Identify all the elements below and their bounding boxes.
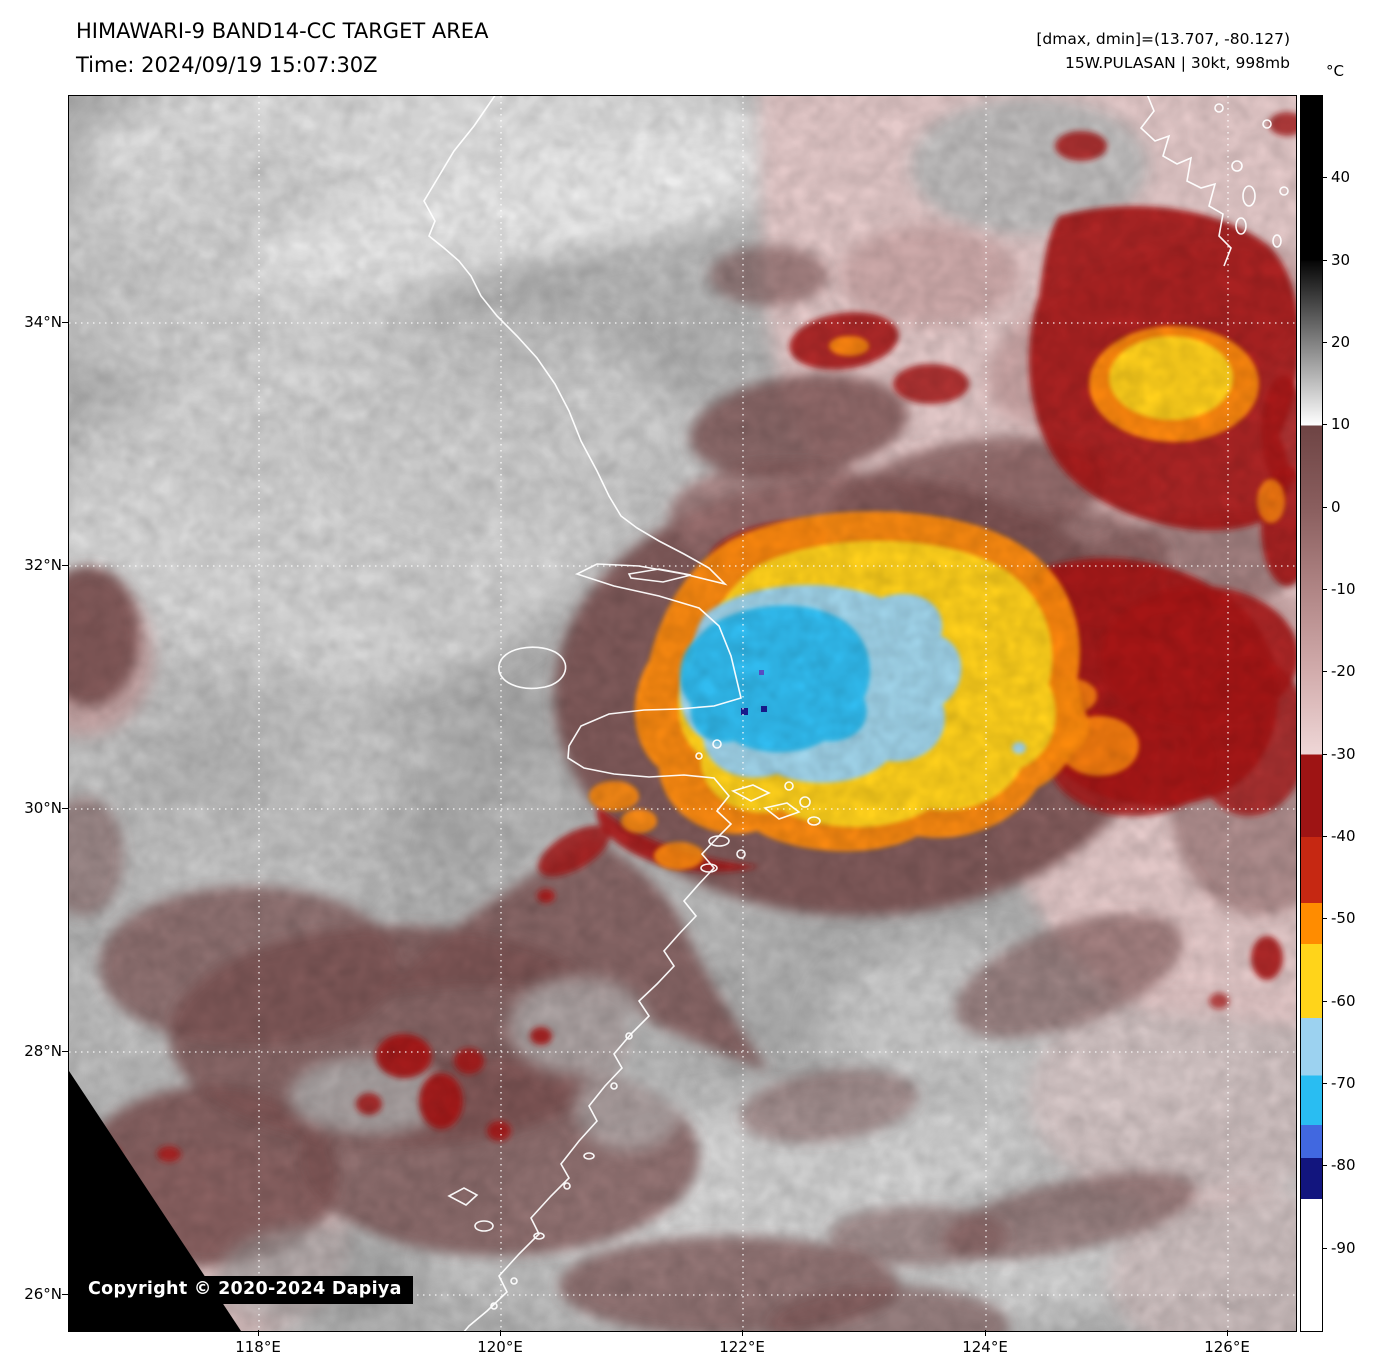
- colorbar-tick-label: -20: [1331, 662, 1356, 681]
- lon-tick-mark: [985, 1330, 986, 1336]
- colorbar-tick-mark: [1322, 177, 1327, 179]
- island: [1231, 160, 1243, 172]
- island: [712, 739, 722, 749]
- storm-info-text: 15W.PULASAN | 30kt, 998mb: [1064, 54, 1290, 73]
- lat-tick-mark: [62, 1294, 68, 1295]
- island: [807, 816, 821, 826]
- colorbar-tick-mark: [1322, 1083, 1327, 1084]
- colorbar-tick-mark: [1322, 589, 1327, 590]
- lat-label: 34°N: [24, 313, 62, 331]
- satellite-image: [69, 96, 1296, 1331]
- lat-tick-mark: [62, 565, 68, 566]
- islet: [510, 1277, 518, 1285]
- colorbar-tick-label: -80: [1331, 1156, 1356, 1175]
- colorbar-unit: °C: [1326, 62, 1344, 80]
- colorbar-tick-mark: [1322, 342, 1327, 343]
- island: [784, 781, 794, 791]
- zhoushan-island: [763, 802, 801, 820]
- colorbar-tick-mark: [1322, 259, 1327, 261]
- islet: [533, 1232, 545, 1240]
- island: [736, 849, 746, 859]
- colorbar-tick-label: 20: [1331, 333, 1351, 351]
- colorbar-tick-label: -10: [1331, 580, 1356, 598]
- islet: [563, 1182, 571, 1190]
- island: [1242, 185, 1256, 207]
- no-data-wedge: [69, 1071, 241, 1331]
- colorbar-tick-label: 30: [1331, 250, 1351, 269]
- island: [1214, 103, 1224, 113]
- lon-label: 118°E: [235, 1338, 281, 1356]
- island: [1262, 119, 1272, 129]
- lon-label: 126°E: [1204, 1338, 1250, 1356]
- islet: [490, 1302, 498, 1310]
- coastline-layer: [423, 96, 1289, 1331]
- island: [1235, 217, 1247, 235]
- colorbar-tick-mark: [1322, 918, 1327, 920]
- islet: [610, 1082, 618, 1090]
- title-line-1: HIMAWARI-9 BAND14-CC TARGET AREA: [76, 19, 489, 43]
- island: [708, 835, 730, 847]
- taihu-lake: [498, 646, 567, 690]
- islet: [447, 1187, 479, 1206]
- figure-info: [dmax, dmin]=(13.707, -80.127) 15W.PULASA…: [1036, 27, 1290, 75]
- lat-tick-mark: [62, 1051, 68, 1052]
- colorbar-tick-mark: [1322, 424, 1327, 426]
- lon-tick-mark: [1227, 1330, 1228, 1336]
- islet: [625, 1032, 633, 1040]
- pixel-grain: [69, 96, 1296, 1331]
- colorbar-tick-mark: [1322, 1247, 1327, 1249]
- colorbar-tick-label: -90: [1331, 1238, 1356, 1257]
- colorbar-tick-mark: [1322, 1165, 1327, 1167]
- chongming-island: [627, 568, 692, 583]
- kyushu-coastline: [1139, 96, 1232, 267]
- colorbar-tick-label: 0: [1331, 497, 1341, 516]
- colorbar-tick-mark: [1322, 1000, 1327, 1002]
- lon-tick-mark: [500, 1330, 501, 1336]
- colorbar-tick-mark: [1322, 506, 1327, 508]
- colorbar-gradient: [1300, 95, 1323, 1332]
- lon-label: 124°E: [962, 1338, 1008, 1356]
- colorbar-tick-label: -50: [1331, 909, 1356, 928]
- islet: [583, 1152, 595, 1160]
- lat-label: 30°N: [24, 799, 62, 817]
- lon-label: 122°E: [719, 1338, 765, 1356]
- colorbar-tick-label: -40: [1331, 827, 1356, 845]
- colorbar-tick-label: 10: [1331, 415, 1351, 434]
- title-line-2: Time: 2024/09/19 15:07:30Z: [76, 53, 378, 78]
- island: [799, 796, 811, 808]
- island: [700, 863, 718, 873]
- colorbar-tick-label: -70: [1331, 1074, 1356, 1092]
- lon-tick-mark: [742, 1330, 743, 1336]
- colorbar-tick-label: -30: [1331, 744, 1356, 763]
- dmax-dmin-text: [dmax, dmin]=(13.707, -80.127): [1036, 30, 1290, 48]
- colorbar-tick-label: -60: [1331, 991, 1356, 1010]
- island: [1279, 186, 1289, 196]
- zhoushan-island: [730, 784, 771, 802]
- lon-label: 120°E: [477, 1338, 523, 1356]
- lon-tick-mark: [258, 1330, 259, 1336]
- lat-label: 28°N: [24, 1042, 62, 1060]
- lat-label: 26°N: [24, 1285, 62, 1303]
- china-coastline: [423, 96, 742, 1331]
- copyright-badge: Copyright © 2020-2024 Dapiya: [77, 1276, 413, 1304]
- island: [1272, 234, 1282, 248]
- colorbar-tick-mark: [1322, 671, 1327, 673]
- colorbar-tick-mark: [1322, 836, 1327, 837]
- lat-tick-mark: [62, 808, 68, 809]
- colorbar-tick-mark: [1322, 753, 1327, 755]
- satellite-map: Copyright © 2020-2024 Dapiya: [68, 95, 1297, 1332]
- islet: [474, 1220, 494, 1232]
- island: [695, 752, 703, 760]
- lat-tick-mark: [62, 322, 68, 323]
- lat-label: 32°N: [24, 556, 62, 574]
- figure-title: HIMAWARI-9 BAND14-CC TARGET AREA Time: 20…: [76, 14, 488, 82]
- colorbar-tick-label: 40: [1331, 168, 1351, 187]
